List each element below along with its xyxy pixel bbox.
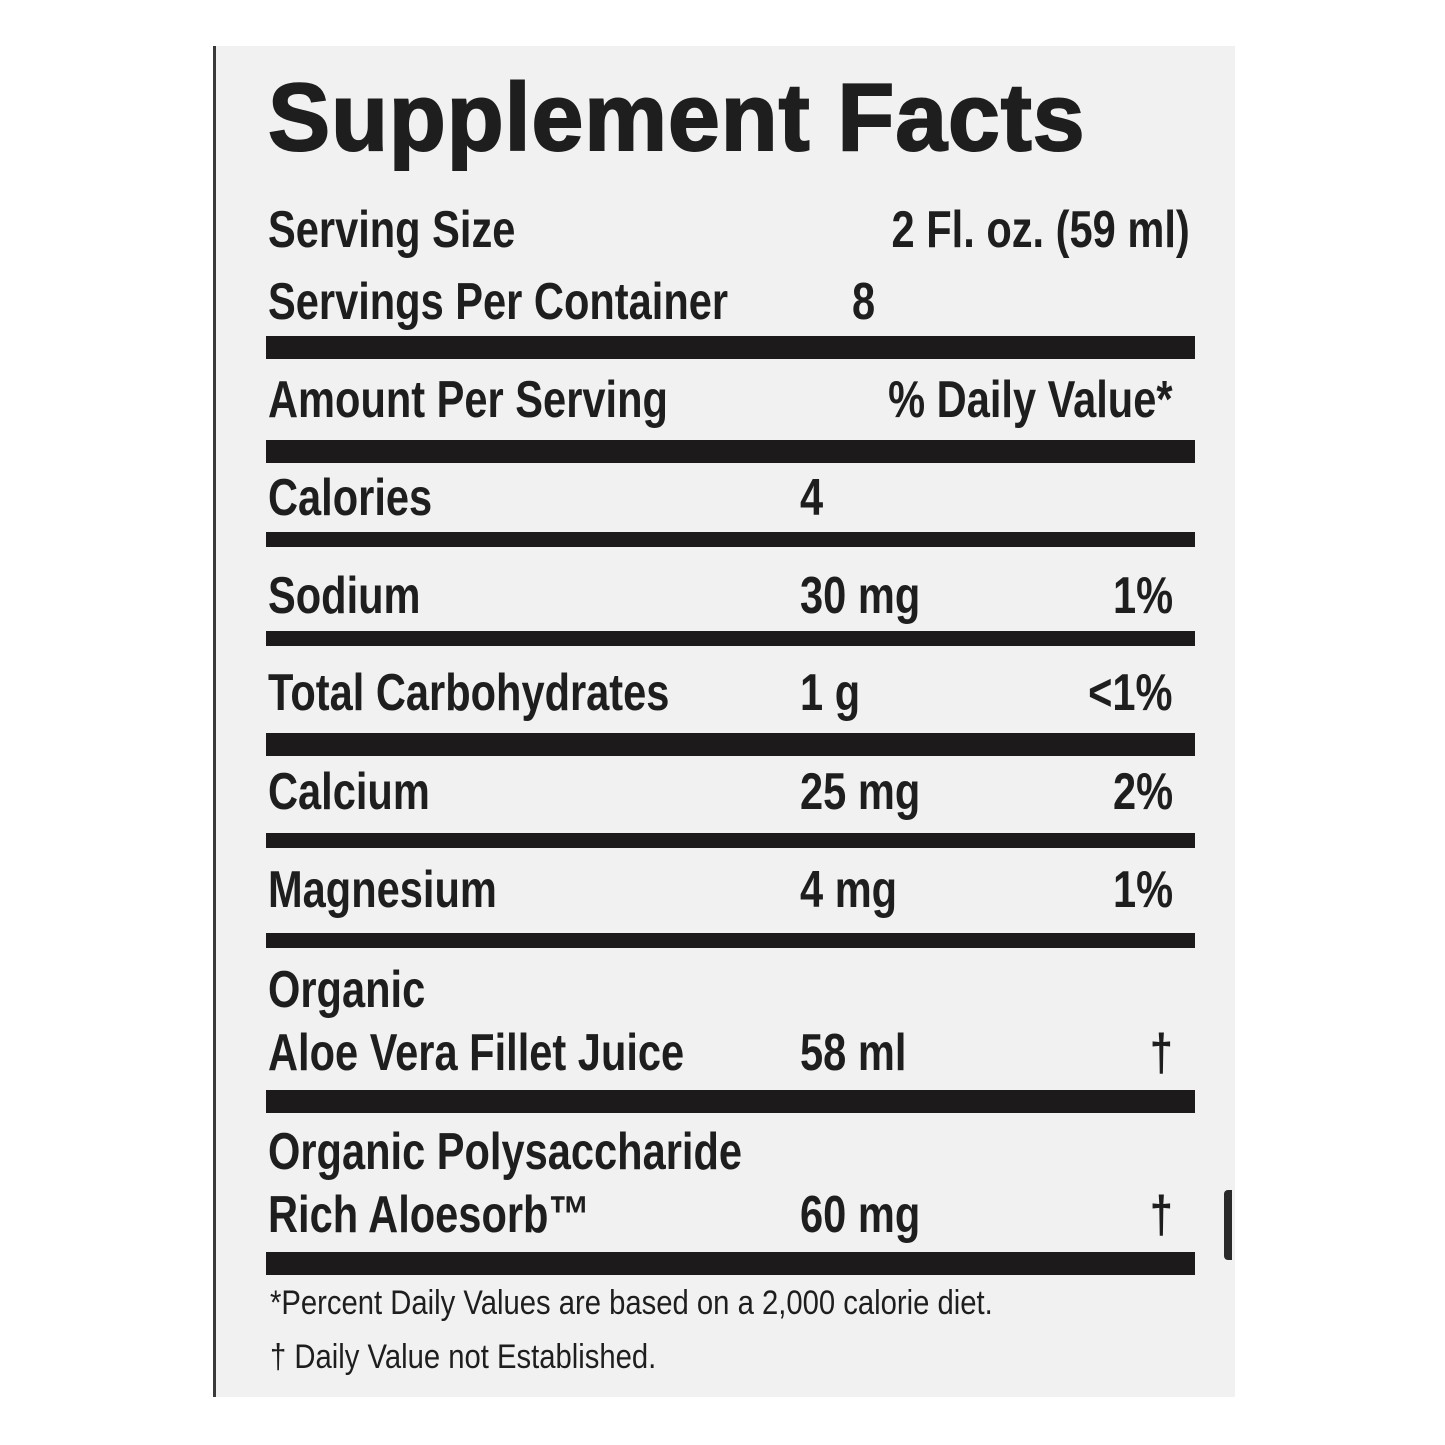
divider — [266, 1252, 1195, 1275]
footnote-daily-values: *Percent Daily Values are based on a 2,0… — [270, 1284, 993, 1322]
label-title: Supplement Facts — [267, 64, 1086, 171]
row-amount: 4 mg — [800, 861, 898, 919]
serving-size-value: 2 Fl. oz. (59 ml) — [891, 201, 1190, 259]
row-name-line1: Organic Polysaccharide — [268, 1123, 742, 1181]
row-dv: <1% — [1088, 664, 1173, 722]
row-amount: 30 mg — [800, 567, 921, 625]
dagger-icon: † — [1149, 1186, 1173, 1244]
dagger-icon: † — [1149, 1024, 1173, 1082]
daily-value-label: % Daily Value* — [888, 371, 1173, 429]
row-name-line1: Organic — [268, 961, 426, 1019]
servings-per-container-label: Servings Per Container — [268, 273, 729, 331]
divider — [266, 933, 1195, 948]
row-name: Magnesium — [268, 861, 497, 919]
row-amount: 1 g — [800, 664, 861, 722]
divider — [266, 440, 1195, 463]
row-name: Aloe Vera Fillet Juice — [268, 1024, 685, 1082]
divider — [266, 733, 1195, 756]
row-amount: 60 mg — [800, 1186, 921, 1244]
row-name: Rich Aloesorb™ — [268, 1186, 591, 1244]
footnote-not-established: † Daily Value not Established. — [270, 1338, 657, 1376]
row-name: Calories — [268, 469, 433, 527]
divider — [266, 532, 1195, 547]
bottle-edge — [1224, 1190, 1232, 1260]
row-amount: 4 — [800, 469, 824, 527]
amount-per-serving-label: Amount Per Serving — [268, 371, 668, 429]
divider — [266, 336, 1195, 359]
divider — [266, 833, 1195, 848]
row-dv: 1% — [1112, 861, 1173, 919]
supplement-facts-panel — [213, 46, 1235, 1397]
row-amount: 25 mg — [800, 763, 921, 821]
row-dv: 2% — [1112, 763, 1173, 821]
row-dv: 1% — [1112, 567, 1173, 625]
divider — [266, 631, 1195, 646]
row-name: Total Carbohydrates — [268, 664, 670, 722]
divider — [266, 1090, 1195, 1113]
row-amount: 58 ml — [800, 1024, 907, 1082]
servings-per-container-value: 8 — [852, 273, 876, 331]
row-name: Sodium — [268, 567, 421, 625]
row-name: Calcium — [268, 763, 430, 821]
serving-size-label: Serving Size — [268, 201, 516, 259]
